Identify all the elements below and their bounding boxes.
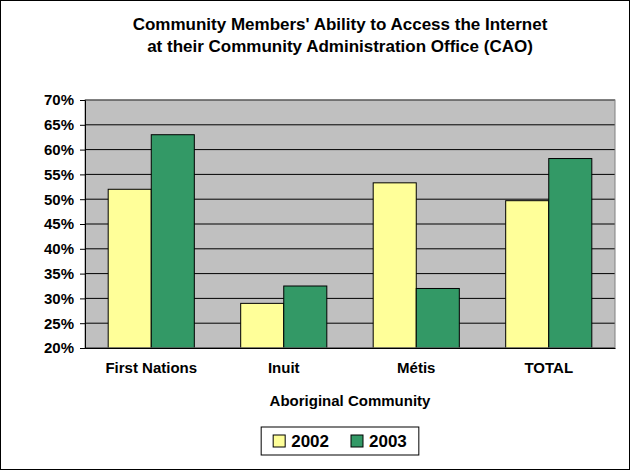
x-tick-label: TOTAL	[524, 359, 573, 376]
y-tick-label: 30%	[44, 290, 74, 307]
y-tick-label: 20%	[44, 339, 74, 356]
y-tick-label: 40%	[44, 240, 74, 257]
x-tick: Inuit	[268, 348, 300, 376]
x-tick: Métis	[397, 348, 435, 376]
y-tick: 20%	[44, 339, 85, 356]
y-axis: 20% 25% 30% 35% 40% 45% 50% 55% 60% 65% 70%	[44, 91, 86, 356]
y-tick-mark	[80, 150, 85, 151]
y-tick-mark	[80, 348, 85, 349]
y-tick: 45%	[44, 215, 85, 232]
y-tick-mark	[80, 323, 85, 324]
y-tick: 65%	[44, 116, 85, 133]
plot-frame	[85, 100, 615, 348]
x-tick: First Nations	[105, 348, 197, 376]
y-tick-label: 50%	[44, 191, 74, 208]
y-tick-label: 45%	[44, 215, 74, 232]
y-tick: 40%	[44, 240, 85, 257]
legend-swatch	[351, 435, 363, 447]
bar	[108, 189, 151, 348]
x-tick: TOTAL	[524, 348, 573, 376]
legend-swatch	[273, 435, 285, 447]
legend-label: 2003	[369, 432, 407, 451]
y-tick-label: 65%	[44, 116, 74, 133]
title-line: Community Members' Ability to Access the…	[133, 15, 548, 34]
title: Community Members' Ability to Access the…	[133, 15, 548, 56]
y-tick-label: 35%	[44, 265, 74, 282]
legend-label: 2002	[291, 432, 329, 451]
y-tick: 35%	[44, 265, 85, 282]
y-tick-label: 55%	[44, 166, 74, 183]
bars	[108, 135, 592, 348]
y-tick-mark	[80, 100, 85, 101]
x-axis-line	[86, 348, 616, 349]
y-tick: 55%	[44, 166, 85, 183]
grid-line	[85, 124, 615, 125]
x-axis: First Nations Inuit Métis TOTAL	[86, 348, 616, 376]
y-tick: 50%	[44, 191, 85, 208]
grid	[85, 100, 615, 348]
y-axis-line	[80, 101, 86, 349]
title-line: at their Community Administration Office…	[147, 37, 533, 56]
plot-background	[85, 100, 615, 348]
bar	[241, 303, 284, 348]
legend-box	[261, 427, 419, 455]
y-tick-mark	[80, 249, 85, 250]
legend: 2002 2003	[261, 427, 419, 455]
bar	[506, 201, 549, 348]
y-tick-mark	[80, 298, 85, 299]
y-tick: 60%	[44, 141, 85, 158]
x-tick-label: Inuit	[268, 359, 300, 376]
x-tick-label: First Nations	[105, 359, 197, 376]
bar	[416, 288, 459, 348]
chart: Community Members' Ability to Access the…	[0, 0, 630, 470]
y-tick-label: 25%	[44, 315, 74, 332]
y-tick-mark	[80, 224, 85, 225]
y-tick-label: 60%	[44, 141, 74, 158]
y-tick: 25%	[44, 315, 85, 332]
bar	[373, 183, 416, 348]
y-tick-mark	[80, 125, 85, 126]
bar	[151, 135, 194, 348]
y-tick: 70%	[44, 91, 85, 108]
y-tick-mark	[80, 174, 85, 175]
bar	[284, 286, 327, 348]
y-tick: 30%	[44, 290, 85, 307]
y-tick-label: 70%	[44, 91, 74, 108]
x-axis-title: Aboriginal Community	[270, 392, 431, 409]
bar	[549, 159, 592, 348]
y-tick-mark	[80, 199, 85, 200]
x-tick-label: Métis	[397, 359, 435, 376]
y-tick-mark	[80, 274, 85, 275]
chart-border	[1, 1, 630, 470]
